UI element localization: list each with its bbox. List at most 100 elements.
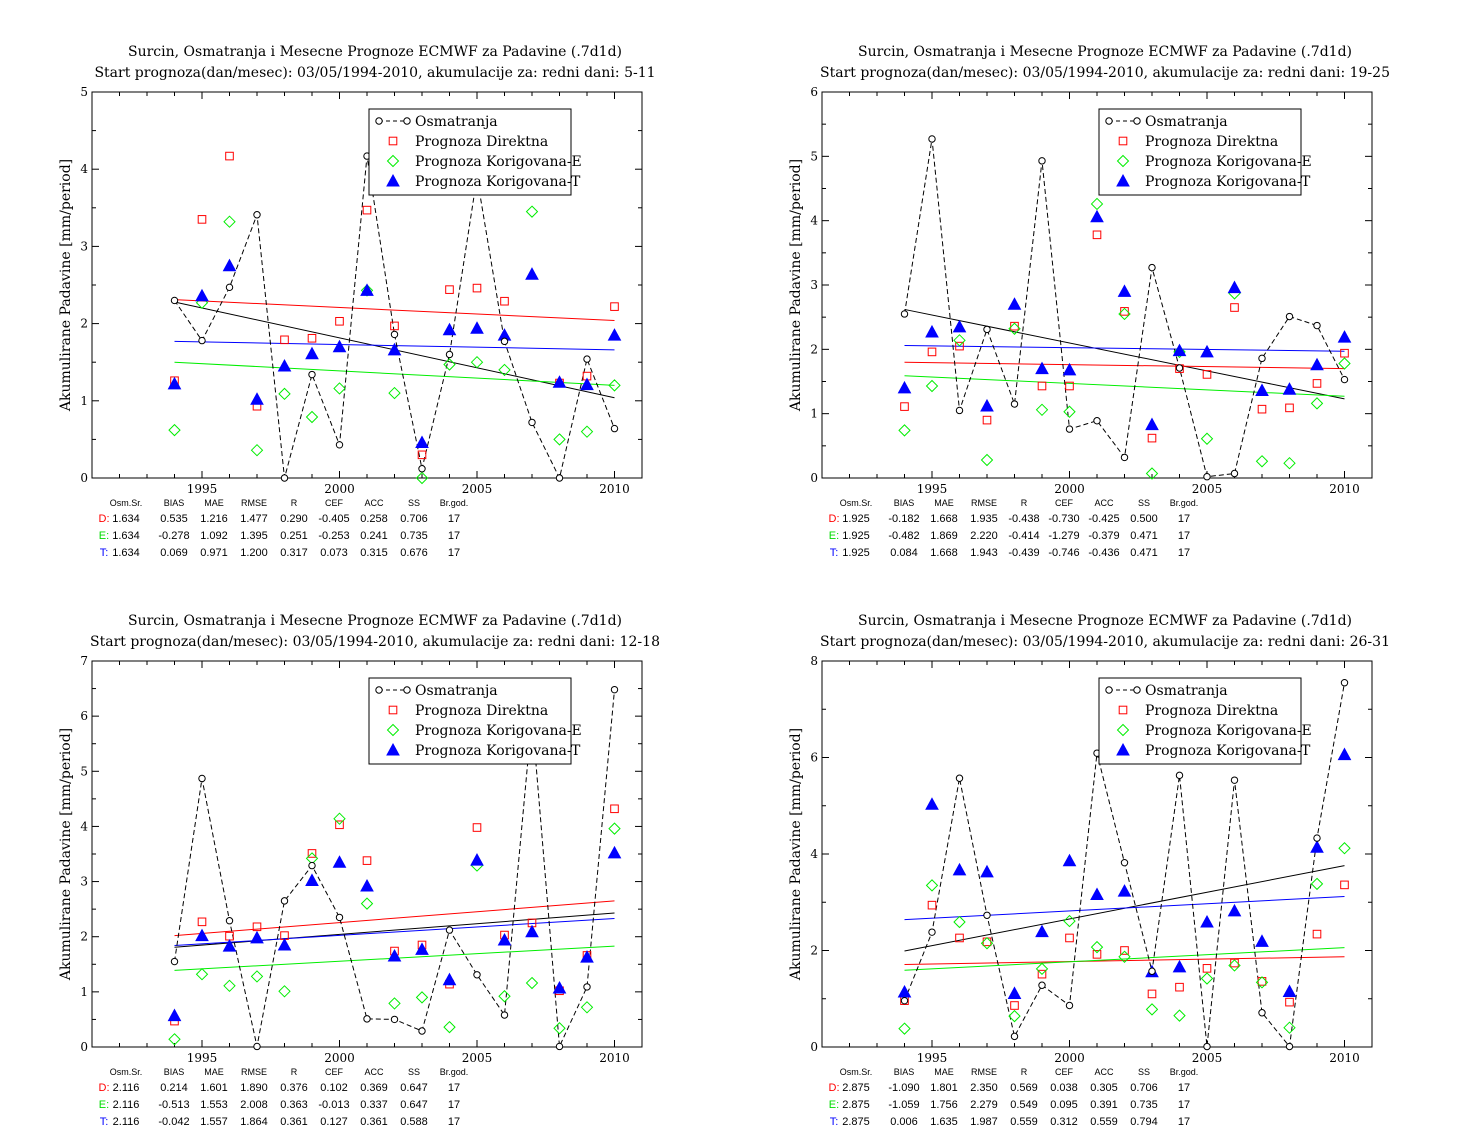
data-point-corr_t <box>195 288 209 302</box>
data-point-obs <box>1203 473 1211 481</box>
data-point-direct <box>1285 997 1294 1007</box>
data-point-direct <box>1312 929 1322 939</box>
stats-header: RMSE <box>971 498 997 508</box>
data-point-direct <box>1340 880 1349 890</box>
x-tick-label: 2000 <box>324 482 355 496</box>
stats-value: 0.069 <box>160 547 188 559</box>
data-point-corr_t <box>415 942 429 955</box>
y-tick-label: 2 <box>80 317 88 331</box>
stats-value: -0.182 <box>888 513 919 525</box>
data-point-corr_t <box>925 797 939 810</box>
x-tick-label: 2000 <box>324 1051 355 1065</box>
data-point-corr_e <box>360 897 374 910</box>
data-point-corr_e <box>1255 455 1269 468</box>
data-point-corr_e <box>1090 197 1104 211</box>
legend-label: Prognoza Direktna <box>1145 703 1278 719</box>
data-point-corr_t <box>277 937 292 951</box>
data-point-corr_e <box>1090 940 1104 954</box>
data-point-corr_e <box>553 433 566 446</box>
stats-row-label: E: <box>99 530 109 542</box>
data-point-corr_t <box>1172 343 1187 357</box>
stats-value: -0.278 <box>158 530 189 542</box>
y-tick-label: 1 <box>80 394 88 408</box>
stats-value: 0.363 <box>280 1099 308 1111</box>
x-tick-label: 1995 <box>187 482 218 496</box>
stats-value: 1.925 <box>842 530 870 542</box>
stats-value: 0.706 <box>400 513 428 525</box>
data-point-obs <box>280 897 289 905</box>
data-point-corr_e <box>415 471 429 485</box>
stats-table: Osm.Sr. BIAS MAE RMSE R CEF ACC SS Br.god.D: 2.11… <box>99 1067 469 1128</box>
legend-label: Prognoza Korigovana-T <box>1145 743 1311 759</box>
data-point-corr_e <box>1035 403 1049 417</box>
stats-value: 1.477 <box>240 513 268 525</box>
legend-label: Prognoza Korigovana-T <box>1145 174 1311 190</box>
data-point-corr_t <box>470 321 484 334</box>
data-point-direct <box>1175 982 1184 992</box>
stats-value: 17 <box>1178 1082 1190 1094</box>
data-point-obs <box>253 211 261 219</box>
stats-value: -0.013 <box>318 1099 349 1111</box>
data-point-corr_e <box>1008 322 1021 335</box>
data-point-corr_e <box>1283 456 1296 470</box>
y-axis-label: Akumulirane Padavine [mm/period] <box>58 728 74 981</box>
stats-row-label: E: <box>829 1099 839 1111</box>
data-point-corr_e <box>333 812 346 825</box>
data-point-corr_t <box>1282 382 1297 395</box>
stats-value: 1.635 <box>930 1116 958 1128</box>
legend-marker-direct <box>1118 705 1128 715</box>
data-point-direct <box>1257 977 1267 986</box>
stats-row-label: D: <box>829 1082 840 1094</box>
stats-value: 17 <box>1178 530 1190 542</box>
stats-value: 17 <box>1178 513 1190 525</box>
legend-label: Prognoza Korigovana-E <box>1145 723 1312 739</box>
stats-header: MAE <box>934 1067 954 1077</box>
stats-value: 1.553 <box>200 1099 228 1111</box>
legend-marker-corr_e <box>386 154 400 168</box>
stats-row-label: T: <box>830 547 839 559</box>
data-point-obs <box>610 424 619 433</box>
data-point-corr_t <box>607 328 622 341</box>
data-point-corr_t <box>952 862 967 876</box>
data-point-obs <box>928 135 936 143</box>
data-point-corr_e <box>1255 976 1269 989</box>
stats-value: 1.634 <box>112 513 140 525</box>
data-point-obs <box>955 406 964 415</box>
stats-header: MAE <box>204 498 224 508</box>
stats-value: 2.116 <box>113 1099 140 1111</box>
legend-box <box>1098 108 1302 196</box>
legend-marker-osmatranja <box>375 686 383 694</box>
stats-header: BIAS <box>894 1067 915 1077</box>
stats-value: 1.987 <box>970 1116 998 1128</box>
stats-header: MAE <box>934 498 954 508</box>
y-tick-label: 4 <box>80 162 88 176</box>
legend-box <box>1098 677 1302 765</box>
data-point-corr_e <box>1200 432 1214 445</box>
data-point-corr_e <box>1283 1021 1296 1034</box>
stats-header: SS <box>1138 498 1150 508</box>
data-point-direct <box>1037 969 1047 979</box>
stats-value: 0.127 <box>320 1116 348 1128</box>
data-point-direct <box>1230 303 1239 312</box>
stats-value: 1.864 <box>240 1116 268 1128</box>
legend-marker-corr_t <box>386 173 400 187</box>
trend-line-direct <box>904 956 1345 965</box>
data-point-obs <box>1340 375 1349 384</box>
stats-header: ACC <box>364 498 384 508</box>
data-point-corr_e <box>333 382 346 395</box>
stats-value: 2.116 <box>113 1116 140 1128</box>
stats-header: BIAS <box>164 498 185 508</box>
stats-value: 1.668 <box>930 547 958 559</box>
data-point-corr_t <box>332 339 347 353</box>
data-point-corr_t <box>552 980 567 994</box>
data-point-corr_t <box>525 924 539 938</box>
data-point-direct <box>252 922 262 932</box>
stats-header: R <box>291 1067 298 1077</box>
data-point-obs <box>225 283 234 292</box>
data-point-obs <box>928 928 936 936</box>
data-point-direct <box>982 937 992 947</box>
legend-marker-corr_e <box>1116 154 1130 168</box>
chart-subtitle: Start prognoza(dan/mesec): 03/05/1994-20… <box>820 634 1390 650</box>
chart-title: Surcin, Osmatranja i Mesecne Prognoze EC… <box>128 44 622 60</box>
data-point-corr_e <box>1063 914 1076 928</box>
